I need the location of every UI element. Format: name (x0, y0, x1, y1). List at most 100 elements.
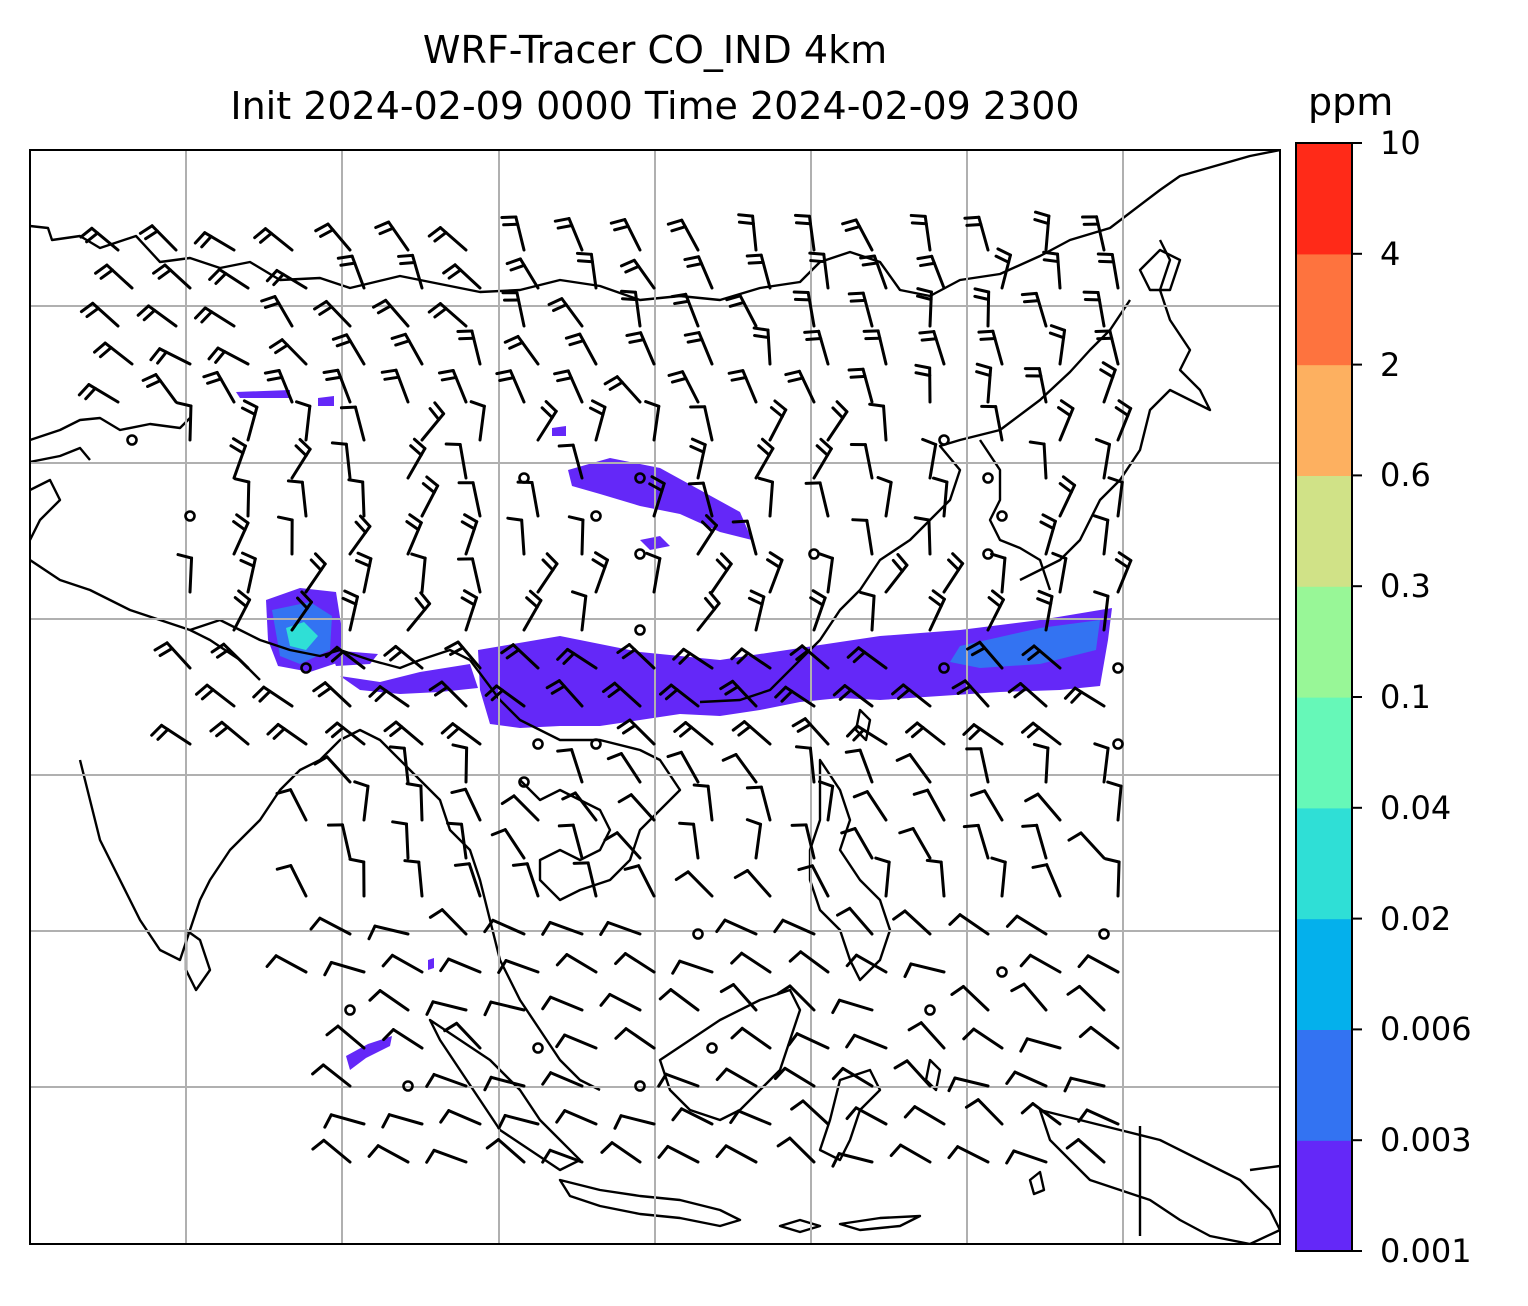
wind-barb (353, 780, 370, 822)
map-frame (29, 149, 1281, 1245)
wind-barb (1081, 215, 1106, 252)
wind-barb (601, 681, 642, 708)
wind-barb (1063, 686, 1106, 708)
wind-barb (1077, 1108, 1120, 1126)
coastline (924, 1058, 942, 1092)
colorbar-segment (1296, 143, 1352, 255)
wind-barb (754, 437, 775, 480)
wind-barb (371, 298, 410, 328)
wind-barb (792, 290, 816, 328)
wind-barb (153, 641, 192, 670)
coastline (1028, 1170, 1046, 1196)
wind-barb (757, 476, 774, 518)
wind-barb (1114, 399, 1133, 442)
colorbar-tick-label: 0.04 (1380, 788, 1452, 827)
wind-barb (916, 287, 933, 328)
coastline (658, 988, 802, 1122)
coastline (30, 416, 191, 442)
wind-barb (266, 722, 308, 746)
wind-barb (840, 827, 874, 860)
wind-barb (194, 306, 236, 328)
coastline (1038, 1108, 1280, 1244)
wind-barb (773, 918, 816, 936)
wind-barb (348, 857, 366, 898)
wind-barb (208, 267, 250, 290)
wind-barbs-layer (77, 210, 1133, 1168)
wind-barb (557, 823, 584, 860)
wind-barb (903, 1105, 946, 1126)
wind-barb (570, 590, 588, 632)
wind-barb (260, 295, 294, 328)
wind-barb (439, 957, 482, 974)
wind-barb (275, 864, 308, 898)
wind-barb (193, 231, 236, 252)
wind-barb (314, 222, 352, 252)
wind-barb (442, 263, 482, 290)
calm-wind-circle (1098, 928, 1110, 940)
calm-wind-circle (634, 472, 646, 484)
wind-barb (599, 921, 642, 936)
wind-barb (210, 642, 250, 670)
wind-barb (603, 831, 642, 860)
wind-barb (229, 437, 247, 480)
wind-barb (336, 254, 366, 290)
wind-barb (202, 370, 236, 404)
wind-barb (427, 226, 468, 252)
wind-barb (1094, 437, 1111, 480)
wind-barb (446, 821, 468, 860)
coastline (30, 478, 62, 541)
wind-barb (1099, 361, 1117, 404)
coastline (778, 1218, 822, 1234)
wind-barb (951, 679, 990, 708)
colorbar-segment (1296, 807, 1352, 920)
wind-barb (730, 1026, 772, 1050)
wind-barb (567, 515, 585, 556)
wind-barb (609, 218, 642, 252)
wind-barb (79, 226, 120, 252)
wind-barb (555, 1109, 598, 1126)
wind-barb (903, 962, 946, 979)
wind-barb (286, 479, 308, 518)
wind-barb (965, 747, 990, 784)
wind-barb (648, 475, 666, 518)
wind-barb (1107, 476, 1124, 518)
wind-barb (794, 745, 816, 784)
wind-barb (138, 224, 178, 252)
wind-barb (845, 953, 888, 974)
wind-barb (729, 1109, 772, 1126)
wind-barb (276, 515, 294, 556)
wind-barb (918, 330, 946, 366)
wind-barb (966, 640, 1004, 670)
wind-barb (79, 301, 120, 328)
wind-barb (619, 258, 656, 290)
wind-barb (1051, 551, 1068, 594)
calm-wind-circle (590, 738, 602, 750)
wind-barb (326, 823, 352, 860)
wind-barb (406, 437, 427, 480)
wind-barb (437, 368, 468, 404)
wind-barb (859, 590, 876, 632)
coastline (1249, 1164, 1280, 1172)
calm-wind-circle (184, 510, 196, 522)
calm-wind-circle (924, 1004, 936, 1016)
wind-barb (483, 1000, 526, 1017)
wind-barb (599, 992, 642, 1012)
wind-barb (77, 383, 120, 404)
wind-barb (522, 589, 543, 632)
wind-barb (617, 793, 656, 822)
wind-barb (450, 787, 482, 822)
wind-barb (994, 247, 1012, 290)
wind-barb (555, 953, 598, 974)
wind-barb (460, 589, 479, 632)
wind-barb (745, 785, 772, 822)
wind-barb (311, 1063, 352, 1088)
wind-barb (696, 514, 718, 556)
wind-barb (942, 552, 965, 594)
wind-barb (456, 557, 482, 594)
wind-barb (368, 685, 410, 708)
wind-barb (325, 721, 366, 746)
wind-barb (263, 369, 294, 404)
calm-wind-circle (590, 510, 602, 522)
wind-barb (727, 369, 758, 404)
colorbar-segment (1296, 253, 1352, 366)
